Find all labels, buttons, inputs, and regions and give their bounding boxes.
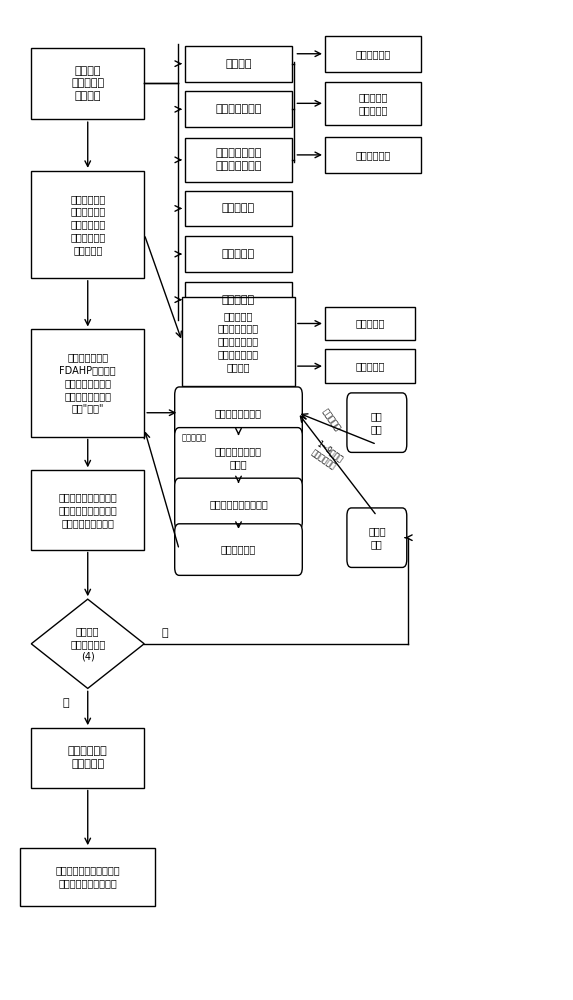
Text: 褶皱轴分维值: 褶皱轴分维值 — [355, 150, 391, 160]
Text: 数据采集：
各钻孔处，各突
水点处的主控因
素数据及突水点
突水资料: 数据采集： 各钻孔处，各突 水点处的主控因 素数据及突水点 突水资料 — [218, 311, 259, 372]
FancyBboxPatch shape — [347, 393, 407, 452]
FancyBboxPatch shape — [185, 236, 292, 272]
FancyBboxPatch shape — [185, 138, 292, 182]
Text: 含水层水压: 含水层水压 — [222, 295, 255, 305]
FancyBboxPatch shape — [185, 282, 292, 318]
Text: 各领域
专家: 各领域 专家 — [368, 526, 386, 549]
FancyBboxPatch shape — [325, 137, 421, 173]
Text: 含水层厚度: 含水层厚度 — [222, 249, 255, 259]
Text: 1~9标度法
专家意见调查: 1~9标度法 专家意见调查 — [309, 439, 345, 472]
FancyBboxPatch shape — [175, 387, 303, 439]
Text: 标准化处理: 标准化处理 — [355, 318, 384, 328]
FancyBboxPatch shape — [182, 297, 295, 386]
FancyBboxPatch shape — [325, 36, 421, 72]
Text: 建立专题图: 建立专题图 — [355, 361, 384, 371]
FancyBboxPatch shape — [325, 349, 415, 383]
FancyBboxPatch shape — [175, 428, 303, 487]
Text: 建立比较判断矩阵: 建立比较判断矩阵 — [215, 408, 262, 418]
FancyBboxPatch shape — [325, 82, 421, 125]
Text: 确定煤层
底板突水的
主控因素: 确定煤层 底板突水的 主控因素 — [71, 66, 104, 101]
Text: 灰色关联法: 灰色关联法 — [320, 407, 342, 433]
FancyBboxPatch shape — [32, 728, 144, 788]
Text: 建立煤层底板突水危险
性指数模型，计算煤层
底板突水危险性指数: 建立煤层底板突水危险 性指数模型，计算煤层 底板突水危险性指数 — [58, 492, 117, 528]
FancyBboxPatch shape — [185, 46, 292, 82]
FancyBboxPatch shape — [175, 478, 303, 530]
Text: 模糊三角数: 模糊三角数 — [182, 434, 207, 442]
FancyBboxPatch shape — [32, 171, 144, 278]
FancyBboxPatch shape — [20, 848, 155, 906]
Text: 地质构造: 地质构造 — [225, 59, 252, 69]
FancyBboxPatch shape — [32, 470, 144, 550]
Text: 采用灰色关联和
FDAHP的指标赋
权法，确定各主控
因素对底板突水控
制的"权重": 采用灰色关联和 FDAHP的指标赋 权法，确定各主控 因素对底板突水控 制的"权… — [60, 352, 116, 414]
Text: 建立群体的模糊判
断矩阵: 建立群体的模糊判 断矩阵 — [215, 446, 262, 469]
Text: 模型检验
是否满足公式
(4): 模型检验 是否满足公式 (4) — [70, 626, 105, 661]
Text: 否: 否 — [161, 628, 168, 638]
Text: 有效隔水层厚度: 有效隔水层厚度 — [215, 104, 262, 114]
Text: 数据采集及标
准化处理，并
建立煤层底板
突水的各主控
因素专题图: 数据采集及标 准化处理，并 建立煤层底板 突水的各主控 因素专题图 — [70, 194, 105, 255]
Text: 断层强度指数: 断层强度指数 — [355, 49, 391, 59]
FancyBboxPatch shape — [175, 524, 303, 575]
Text: 确定群体模糊权重向量: 确定群体模糊权重向量 — [209, 499, 268, 509]
FancyBboxPatch shape — [185, 191, 292, 226]
Text: 钻孔涌水量: 钻孔涌水量 — [222, 203, 255, 213]
FancyBboxPatch shape — [32, 48, 144, 119]
Text: 确定突水危险
性分区阈值: 确定突水危险 性分区阈值 — [68, 746, 108, 769]
Text: 矿压破坏带下脆
性岩厚度百分比: 矿压破坏带下脆 性岩厚度百分比 — [215, 148, 262, 171]
FancyBboxPatch shape — [185, 91, 292, 127]
Text: 权重决策分析: 权重决策分析 — [221, 545, 256, 555]
Text: 对煤层底板突水危险性进
行划分，作出科学评价: 对煤层底板突水危险性进 行划分，作出科学评价 — [56, 865, 120, 888]
Text: 是: 是 — [62, 698, 69, 708]
Text: 断层交点和
尖灭点密度: 断层交点和 尖灭点密度 — [358, 92, 387, 115]
Polygon shape — [32, 599, 144, 688]
FancyBboxPatch shape — [325, 307, 415, 340]
FancyBboxPatch shape — [32, 329, 144, 437]
FancyBboxPatch shape — [347, 508, 407, 567]
Text: 突水
案例: 突水 案例 — [371, 411, 383, 434]
